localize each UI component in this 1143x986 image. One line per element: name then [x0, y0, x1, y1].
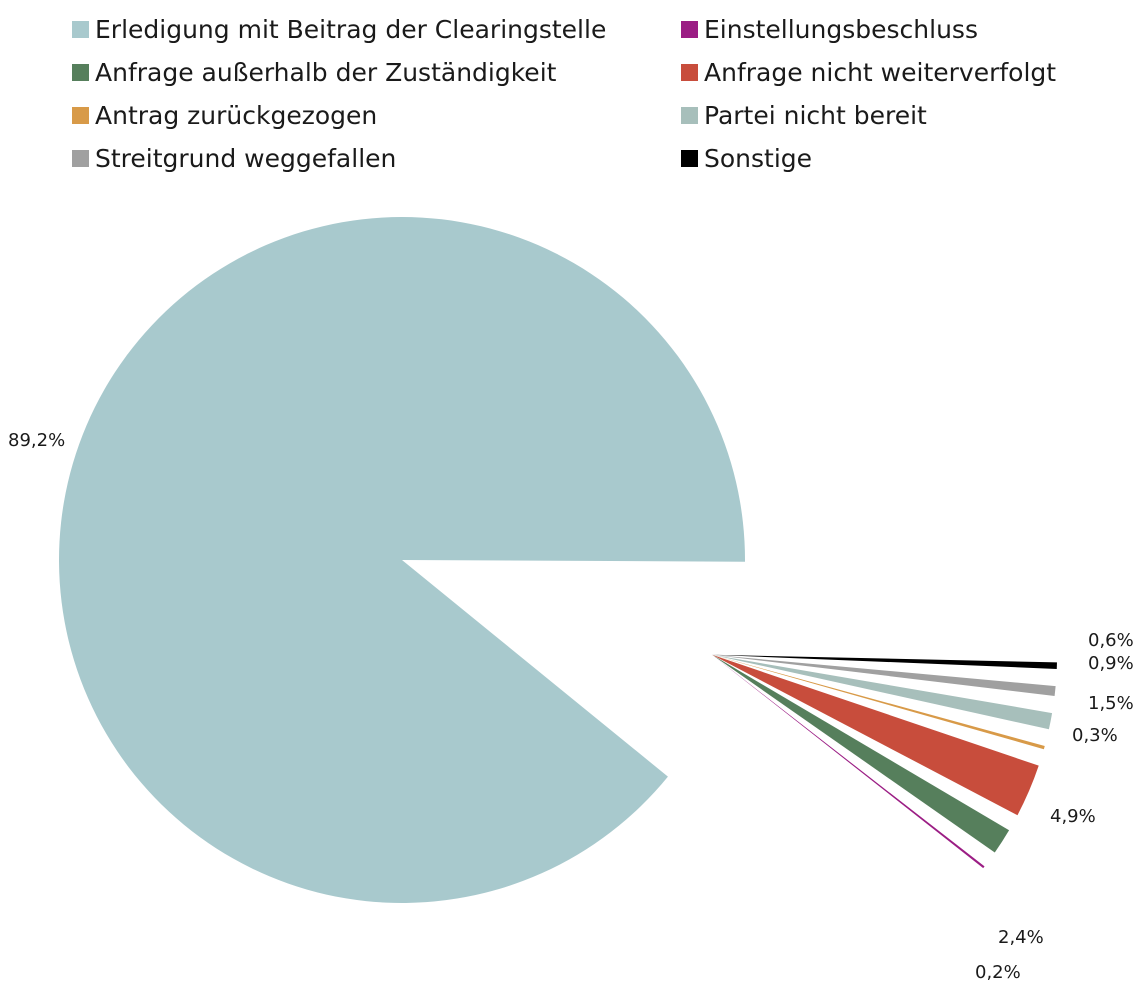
- legend-item-erledigung: Erledigung mit Beitrag der Clearingstell…: [72, 9, 606, 49]
- legend-item-streitgrund: Streitgrund weggefallen: [72, 138, 396, 178]
- pie-slice-streitgrund-weggefallen: [712, 654, 1056, 696]
- legend-item-partei-nicht-bereit: Partei nicht bereit: [681, 95, 927, 135]
- legend-label-anfrage-nicht-weiterverfolgt: Anfrage nicht weiterverfolgt: [704, 57, 1057, 87]
- pie-slice-sonstige: [712, 654, 1057, 669]
- legend-item-anfrage-ausserhalb: Anfrage außerhalb der Zuständigkeit: [72, 52, 556, 92]
- legend-item-sonstige: Sonstige: [681, 138, 812, 178]
- legend-swatch-sonstige: [681, 149, 698, 167]
- legend-item-anfrage-nicht-weiterverfolgt: Anfrage nicht weiterverfolgt: [681, 52, 1056, 92]
- pie-slice-einstellungsbeschluss: [712, 654, 985, 869]
- data-label-sonstige: 0,6%: [1088, 630, 1134, 651]
- legend-swatch-erledigung: [72, 20, 89, 38]
- legend-swatch-anfrage-ausserhalb: [72, 63, 89, 81]
- data-label-erledigung-mit-beitrag-der-clearingstelle: 89,2%: [8, 430, 65, 451]
- legend-item-antrag-zurueckgezogen: Antrag zurückgezogen: [72, 95, 377, 135]
- chart-legend: Erledigung mit Beitrag der Clearingstell…: [0, 0, 1143, 190]
- legend-label-anfrage-ausserhalb: Anfrage außerhalb der Zuständigkeit: [95, 57, 557, 87]
- legend-label-partei-nicht-bereit: Partei nicht bereit: [704, 100, 927, 130]
- legend-label-streitgrund: Streitgrund weggefallen: [95, 143, 397, 173]
- data-label-antrag-zurueckgezogen: 0,3%: [1072, 725, 1118, 746]
- pie-slice-partei-nicht-bereit: [712, 654, 1053, 730]
- pie-slice-anfrage-nicht-weiterverfolgt: [712, 654, 1039, 816]
- legend-label-erledigung: Erledigung mit Beitrag der Clearingstell…: [95, 14, 607, 44]
- legend-swatch-anfrage-nicht-weiterverfolgt: [681, 63, 698, 81]
- legend-label-antrag-zurueckgezogen: Antrag zurückgezogen: [95, 100, 378, 130]
- legend-swatch-partei-nicht-bereit: [681, 106, 698, 124]
- legend-swatch-streitgrund: [72, 149, 89, 167]
- data-label-anfrage-nicht-weiterverfolgt: 4,9%: [1050, 806, 1096, 827]
- legend-swatch-einstellungsbeschluss: [681, 20, 698, 38]
- legend-swatch-antrag-zurueckgezogen: [72, 106, 89, 124]
- data-label-streitgrund-weggefallen: 0,9%: [1088, 653, 1134, 674]
- legend-label-einstellungsbeschluss: Einstellungsbeschluss: [704, 14, 978, 44]
- data-label-anfrage-ausserhalb-der-zustaendigkeit: 2,4%: [998, 927, 1044, 948]
- legend-label-sonstige: Sonstige: [704, 143, 813, 173]
- pie-slice-antrag-zurueckgezogen: [712, 654, 1045, 750]
- pie-slice-anfrage-ausserhalb-der-zustaendigkeit: [712, 654, 1010, 853]
- data-label-partei-nicht-bereit: 1,5%: [1088, 693, 1134, 714]
- legend-item-einstellungsbeschluss: Einstellungsbeschluss: [681, 9, 978, 49]
- data-label-einstellungsbeschluss: 0,2%: [975, 962, 1021, 983]
- pie-slice-erledigung-mit-beitrag-der-clearingstelle: [59, 216, 746, 903]
